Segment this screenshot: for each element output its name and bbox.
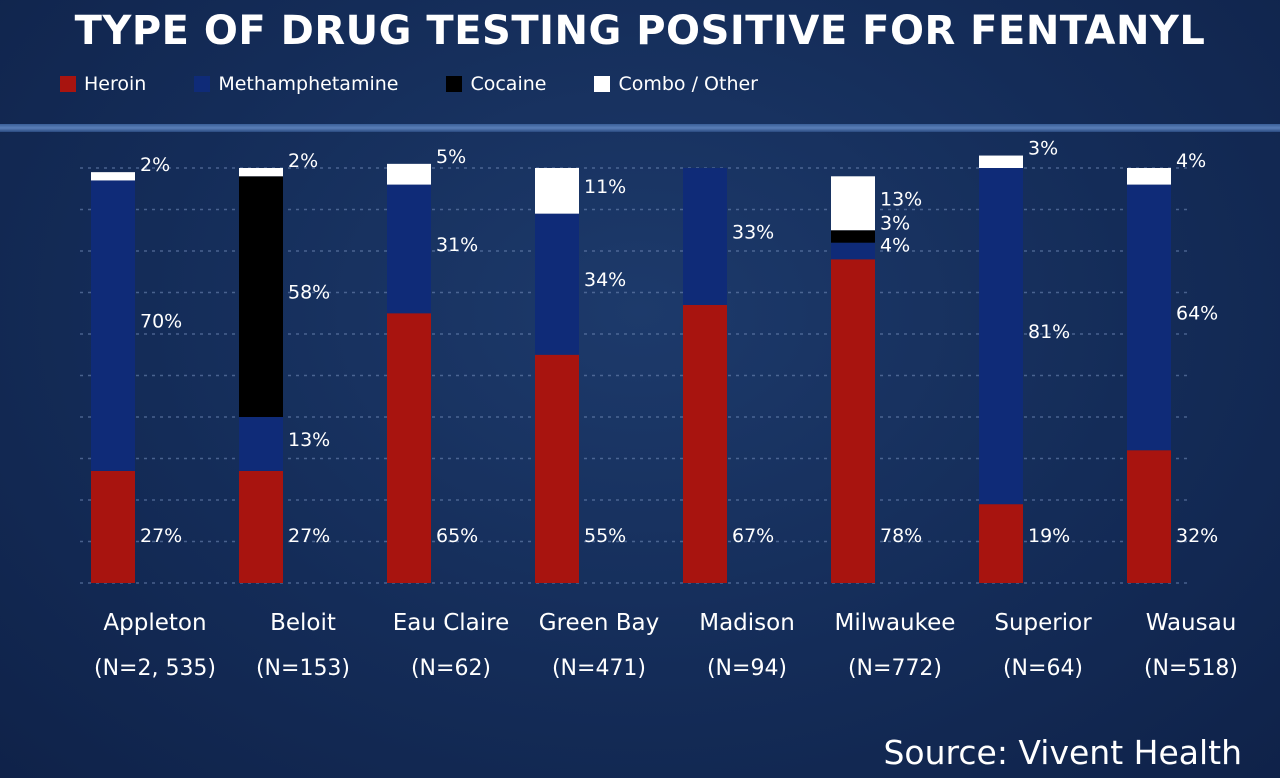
bar-eau-claire-methamphetamine [387,184,431,314]
bar-group-milwaukee: 13%3%4% 78% Milwaukee (N=772) [831,176,955,681]
legend-swatch-combo-other [594,76,611,92]
data-label-eau-claire-heroin: 65% [436,525,478,547]
bar-green-bay-combo-other [535,168,579,214]
legend-label-methamphetamine: Methamphetamine [218,73,399,95]
data-label-milwaukee-cocaine: 3% [880,212,910,234]
data-label-green-bay-methamphetamine: 34% [584,269,626,291]
bar-group-wausau: 4% 64% 32% Wausau (N=518) [1127,150,1238,681]
category-label-madison: Madison [699,610,795,636]
data-label-beloit-heroin: 27% [288,525,330,547]
category-label-milwaukee: Milwaukee [835,610,956,636]
bar-beloit-methamphetamine [239,417,283,471]
data-label-appleton-methamphetamine: 70% [140,311,182,333]
legend-item-cocaine: Cocaine [446,73,546,95]
sample-size-label-madison: (N=94) [707,656,787,681]
bar-appleton-heroin [91,470,135,583]
data-label-beloit-combo-other: 2% [288,150,318,172]
bar-wausau-methamphetamine [1127,184,1171,451]
bar-milwaukee-cocaine [831,230,875,243]
legend-item-combo-other: Combo / Other [594,73,758,95]
sample-size-label-superior: (N=64) [1003,656,1083,681]
bar-madison-heroin [683,304,727,583]
bar-eau-claire-heroin [387,313,431,583]
legend-label-heroin: Heroin [84,73,147,95]
legend-swatch-heroin [60,76,76,92]
category-label-appleton: Appleton [103,610,206,636]
bar-group-appleton: 2% 70% 27% Appleton (N=2, 535) [91,154,216,681]
category-label-eau-claire: Eau Claire [393,610,510,636]
bar-superior-methamphetamine [979,168,1023,505]
data-label-wausau-heroin: 32% [1176,525,1218,547]
sample-size-label-wausau: (N=518) [1144,656,1238,681]
data-label-wausau-combo-other: 4% [1176,150,1206,172]
bar-milwaukee-heroin [831,259,875,583]
legend-swatch-cocaine [446,76,463,92]
bar-milwaukee-methamphetamine [831,242,875,260]
data-label-milwaukee-heroin: 78% [880,525,922,547]
bar-appleton-combo-other [91,172,135,181]
chart-title: TYPE OF DRUG TESTING POSITIVE FOR FENTAN… [74,8,1206,54]
bar-group-eau-claire: 5% 31% 65% Eau Claire (N=62) [387,146,509,681]
bar-group-beloit: 2% 58% 13% 27% Beloit (N=153) [239,150,350,681]
data-label-wausau-methamphetamine: 64% [1176,302,1218,324]
data-label-appleton-heroin: 27% [140,525,182,547]
legend-label-cocaine: Cocaine [470,73,547,95]
bar-superior-heroin [979,504,1023,583]
header-divider [0,124,1280,132]
bar-appleton-methamphetamine [91,180,135,471]
data-label-eau-claire-combo-other: 5% [436,146,466,168]
bar-group-madison: 33% 67% Madison (N=94) [683,168,795,681]
bar-group-green-bay: 11% 34% 55% Green Bay (N=471) [535,168,659,681]
legend-label-combo-other: Combo / Other [618,73,758,95]
data-label-beloit-methamphetamine: 13% [288,429,330,451]
legend-swatch-methamphetamine [194,76,211,92]
data-label-superior-heroin: 19% [1028,525,1070,547]
bar-eau-claire-combo-other [387,163,431,185]
data-label-appleton-combo-other: 2% [140,154,170,176]
sample-size-label-milwaukee: (N=772) [848,656,942,681]
legend-item-methamphetamine: Methamphetamine [194,73,398,95]
legend: Heroin Methamphetamine Cocaine Combo / O… [60,70,806,98]
sample-size-label-green-bay: (N=471) [552,656,646,681]
data-label-superior-methamphetamine: 81% [1028,321,1070,343]
data-label-milwaukee-methamphetamine: 4% [880,234,910,256]
data-label-milwaukee-combo-other: 13% [880,188,922,210]
bar-superior-combo-other [979,155,1023,168]
bar-beloit-cocaine [239,176,283,417]
data-label-superior-combo-other: 3% [1028,140,1058,160]
bar-milwaukee-combo-other [831,176,875,231]
bar-madison-methamphetamine [683,168,727,305]
bar-wausau-combo-other [1127,168,1171,185]
sample-size-label-eau-claire: (N=62) [411,656,491,681]
bar-beloit-combo-other [239,168,283,177]
category-label-beloit: Beloit [270,610,336,636]
category-label-wausau: Wausau [1146,610,1237,636]
data-label-green-bay-combo-other: 11% [584,176,626,198]
bar-group-superior: 3% 81% 19% Superior (N=64) [979,140,1092,681]
data-label-green-bay-heroin: 55% [584,525,626,547]
bar-beloit-heroin [239,470,283,583]
data-label-eau-claire-methamphetamine: 31% [436,234,478,256]
category-label-superior: Superior [994,610,1092,636]
data-label-madison-methamphetamine: 33% [732,221,774,243]
legend-item-heroin: Heroin [60,73,146,95]
bar-green-bay-heroin [535,354,579,583]
stacked-bar-chart: 2% 70% 27% Appleton (N=2, 535) 2% 58% 13% 27% Bel… [80,140,1238,681]
sample-size-label-beloit: (N=153) [256,656,350,681]
bar-wausau-heroin [1127,450,1171,583]
source-credit: Source: Vivent Health [883,733,1242,772]
category-label-green-bay: Green Bay [539,610,659,636]
data-label-madison-heroin: 67% [732,525,774,547]
data-label-beloit-cocaine: 58% [288,282,330,304]
bar-green-bay-methamphetamine [535,213,579,355]
sample-size-label-appleton: (N=2, 535) [94,656,216,681]
